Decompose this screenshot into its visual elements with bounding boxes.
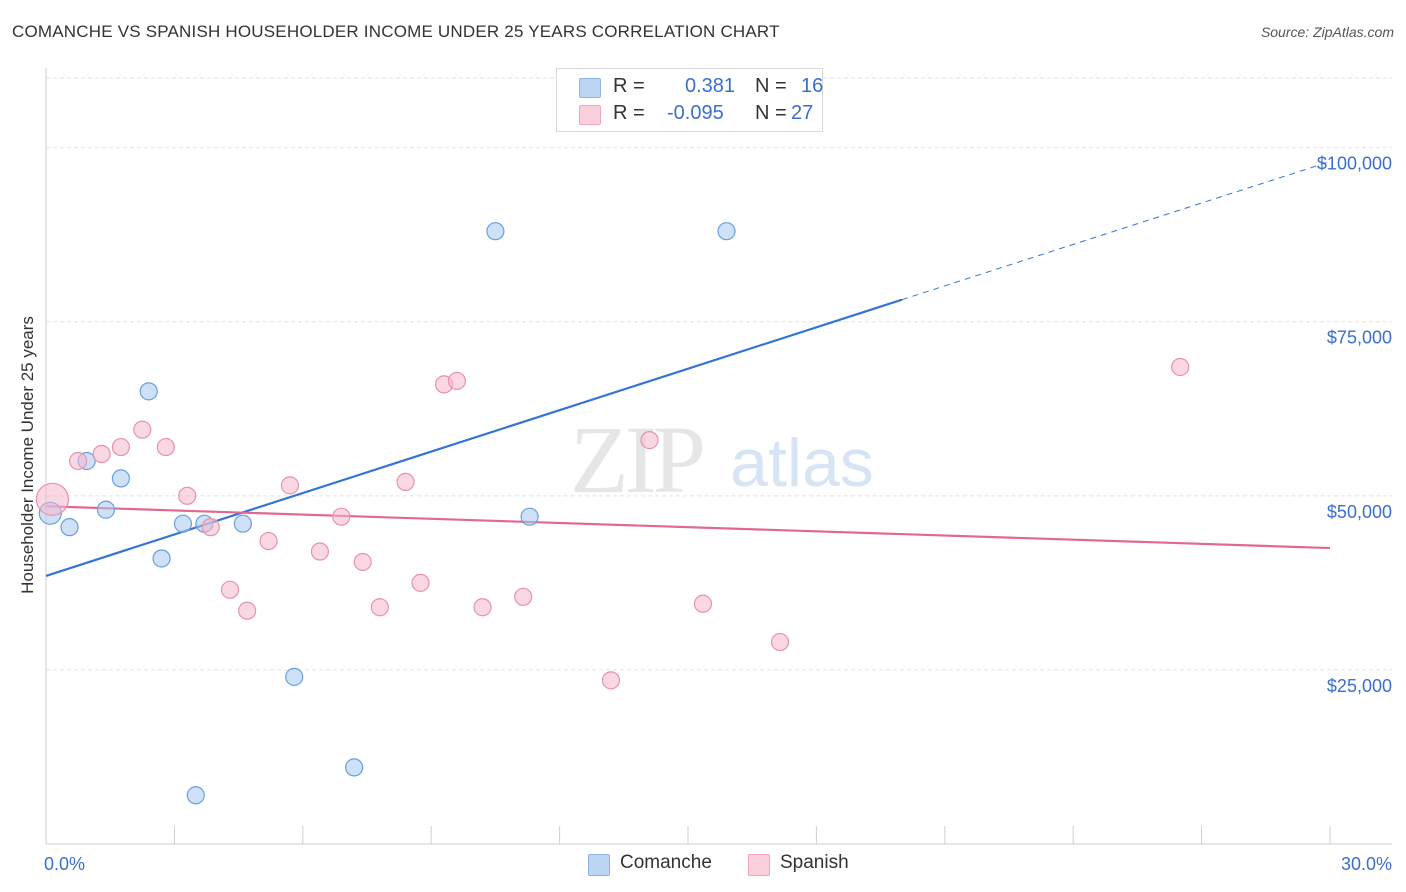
- data-point-comanche: [60, 518, 79, 537]
- data-point-spanish: [447, 371, 466, 391]
- legend-swatch-spanish: [579, 105, 601, 125]
- legend-r-label: R =: [613, 102, 645, 124]
- data-point-spanish: [514, 587, 533, 606]
- points-layer: [35, 222, 1190, 805]
- legend-r-value: -0.095: [667, 102, 724, 124]
- data-point-spanish: [133, 420, 152, 439]
- data-point-spanish: [396, 472, 415, 491]
- data-point-spanish: [411, 573, 430, 592]
- data-point-spanish: [693, 594, 713, 613]
- data-point-spanish: [35, 482, 70, 516]
- y-tick-label: $25,000: [1327, 676, 1392, 696]
- bottom-legend-swatch-comanche: [588, 854, 610, 876]
- data-point-comanche: [186, 786, 205, 805]
- bottom-legend-label-comanche: Comanche: [620, 852, 712, 873]
- y-tick-label: $100,000: [1317, 154, 1392, 174]
- chart-title: COMANCHE VS SPANISH HOUSEHOLDER INCOME U…: [12, 22, 780, 41]
- legend-n-value: 27: [791, 102, 814, 124]
- data-point-spanish: [201, 518, 220, 537]
- data-point-spanish: [332, 507, 351, 526]
- data-point-spanish: [353, 552, 372, 572]
- data-point-comanche: [173, 514, 193, 533]
- correlation-legend: R = 0.381 N = 16 R = -0.095 N = 27: [556, 68, 823, 132]
- watermark: ZIP atlas: [570, 406, 874, 513]
- data-point-spanish: [220, 580, 240, 599]
- data-point-spanish: [370, 598, 389, 617]
- data-point-comanche: [96, 500, 116, 519]
- data-point-comanche: [111, 469, 131, 488]
- source-label: Source: ZipAtlas.com: [1260, 24, 1394, 40]
- data-point-comanche: [486, 222, 505, 241]
- data-point-spanish: [640, 431, 659, 450]
- legend-n-label: N =: [755, 102, 787, 124]
- trend-extension-comanche: [901, 161, 1331, 301]
- legend-swatch-comanche: [579, 78, 601, 98]
- x-tick-label: 0.0%: [44, 854, 85, 874]
- bottom-legend-label-spanish: Spanish: [780, 852, 849, 873]
- data-point-comanche: [520, 507, 539, 526]
- y-tick-label: $50,000: [1327, 502, 1392, 522]
- bottom-legend-swatch-spanish: [748, 854, 770, 876]
- x-tick-label: 30.0%: [1341, 854, 1392, 874]
- y-tick-label: $75,000: [1327, 328, 1392, 348]
- legend-r-label: R =: [613, 75, 645, 97]
- data-point-comanche: [139, 382, 158, 401]
- watermark-atlas: atlas: [730, 425, 874, 501]
- data-point-spanish: [310, 542, 330, 561]
- data-point-comanche: [233, 514, 252, 533]
- data-point-comanche: [285, 667, 304, 686]
- tick-label-layer: $25,000 $50,000 $75,000 $100,000 0.0% 30.0%: [44, 154, 1392, 874]
- data-point-spanish: [238, 601, 257, 620]
- data-point-spanish: [68, 451, 88, 471]
- data-point-spanish: [601, 671, 621, 690]
- data-point-spanish: [178, 486, 197, 505]
- data-point-spanish: [156, 437, 175, 457]
- watermark-zip: ZIP: [570, 406, 703, 513]
- data-point-spanish: [259, 531, 278, 551]
- legend-n-label: N =: [755, 75, 787, 97]
- data-point-comanche: [717, 222, 736, 241]
- data-point-comanche: [152, 549, 171, 568]
- axis-layer: [45, 68, 1392, 845]
- trend-line-spanish: [45, 505, 1331, 550]
- data-point-spanish: [1171, 357, 1190, 377]
- grid-layer: [46, 77, 1392, 671]
- data-point-spanish: [280, 476, 300, 495]
- data-point-comanche: [345, 758, 364, 777]
- data-point-spanish: [92, 444, 111, 464]
- data-point-spanish: [770, 632, 790, 652]
- y-axis-label: Householder Income Under 25 years: [18, 316, 37, 594]
- legend-n-value: 16: [801, 75, 824, 97]
- data-point-spanish: [473, 598, 492, 617]
- data-point-spanish: [111, 437, 131, 457]
- legend-r-value: 0.381: [685, 75, 736, 97]
- trend-layer: [45, 161, 1331, 577]
